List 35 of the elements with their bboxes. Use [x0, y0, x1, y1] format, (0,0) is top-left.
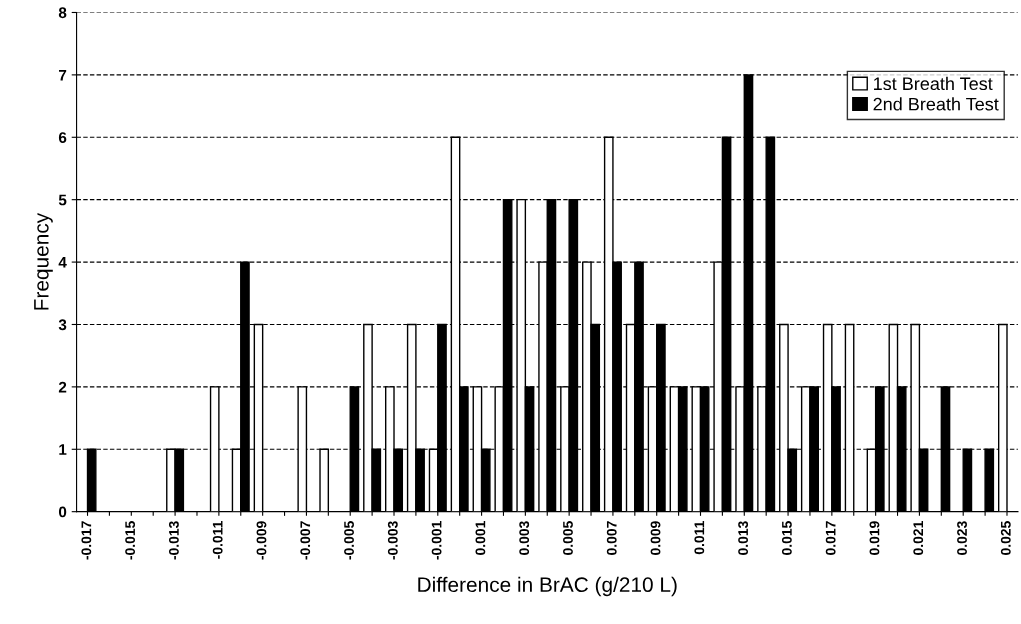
x-tick-label: -0.015: [125, 521, 136, 560]
y-tick-label: 6: [58, 132, 67, 143]
x-tick-label: -0.007: [300, 521, 311, 560]
y-tick-label: 4: [58, 257, 67, 268]
legend-label: 1st Breath Test: [874, 76, 993, 91]
y-tick-label: 5: [58, 194, 67, 206]
x-tick-label: 0.007: [606, 521, 617, 555]
y-axis-title: Frequency: [34, 212, 53, 310]
x-tick-label: 0.005: [563, 521, 573, 555]
x-tick-label: -0.009: [256, 521, 267, 560]
y-tick-label: 3: [58, 319, 67, 331]
x-tick-label: 0.017: [825, 521, 836, 555]
x-tick-label: 0.011: [694, 521, 705, 555]
x-tick-label: 0.019: [869, 521, 880, 555]
y-tick-label: 0: [58, 506, 67, 518]
x-tick-label: 0.003: [519, 521, 530, 555]
x-tick-label: 0.023: [957, 521, 967, 555]
y-tick-label: 8: [58, 7, 67, 19]
x-tick-label: 0.013: [738, 521, 749, 555]
y-tick-label: 7: [59, 69, 67, 81]
x-tick-label: -0.011: [212, 521, 223, 559]
x-tick-label: 0.015: [781, 521, 792, 555]
x-tick-label: -0.003: [387, 521, 398, 560]
x-tick-label: -0.001: [431, 521, 442, 560]
y-tick-label: 2: [58, 381, 67, 393]
y-tick-label: 1: [59, 444, 67, 455]
x-tick-label: 0.025: [1000, 521, 1011, 555]
x-tick-label: -0.005: [344, 521, 354, 560]
x-tick-label: 0.001: [475, 521, 486, 555]
x-tick-label: 0.021: [913, 521, 924, 555]
x-axis-title: Difference in BrAC (g/210 L): [418, 576, 677, 597]
x-tick-label: -0.013: [168, 521, 179, 560]
legend-label: 2nd Breath Test: [873, 97, 999, 111]
x-tick-label: 0.009: [650, 521, 661, 555]
x-tick-label: -0.017: [81, 521, 92, 560]
